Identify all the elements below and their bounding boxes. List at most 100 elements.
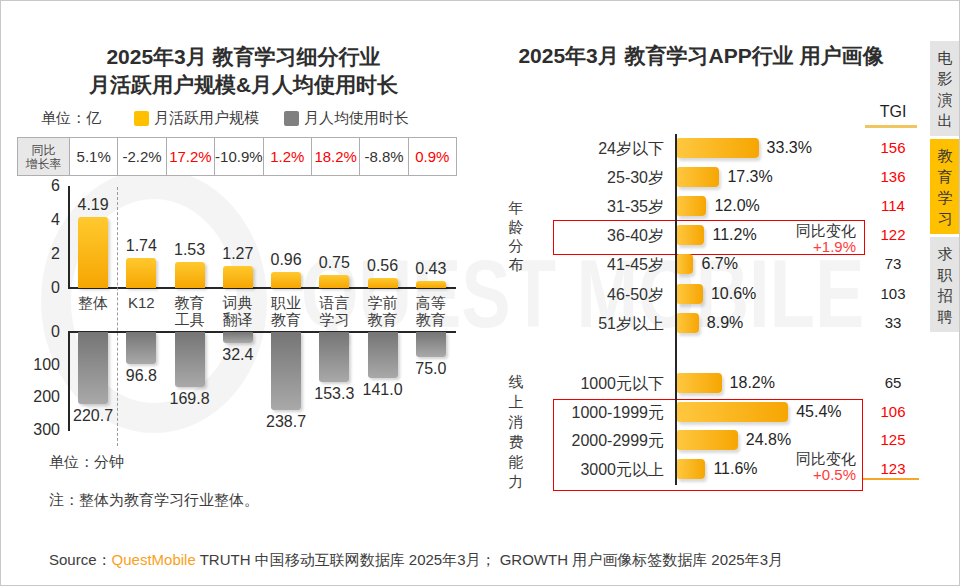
demo-row-label: 46-50岁: [501, 285, 664, 306]
demo-bar-value: 6.7%: [701, 255, 737, 273]
mau-bar: [223, 266, 253, 288]
duration-bar-value: 75.0: [399, 360, 463, 378]
demo-tgi-value: 73: [861, 255, 925, 272]
unit-label-bottom: 单位：分钟: [49, 453, 124, 472]
mau-bar: [416, 281, 446, 288]
footnote: 注：整体为教育学习行业整体。: [49, 491, 259, 510]
yoy-growth-value: -10.9%: [215, 138, 264, 175]
duration-bar: [126, 332, 156, 364]
yoy-growth-table: 同比增长率 5.1%-2.2%17.2%-10.9%1.2%18.2%-8.8%…: [17, 137, 457, 176]
legend-swatch-duration: [284, 111, 299, 126]
demo-tgi-value: 122: [861, 226, 925, 243]
unit-label-top: 单位：亿: [41, 109, 101, 128]
source-rest: TRUTH 中国移动互联网数据库 2025年3月； GROWTH 用户画像标签数…: [196, 551, 783, 568]
source-prefix: Source：: [49, 551, 112, 568]
left-chart-title-line2: 月活跃用户规模&月人均使用时长: [6, 71, 481, 99]
demo-bar: [677, 138, 759, 158]
demo-bar: [677, 284, 703, 304]
mau-axis-tick: 2: [30, 245, 60, 263]
yoy-growth-value: 1.2%: [264, 138, 312, 175]
side-tab[interactable]: 教育学习: [930, 139, 960, 234]
demo-bar-value: 17.3%: [727, 168, 772, 186]
yoy-header-line1: 同比: [32, 143, 56, 157]
yoy-growth-header: 同比增长率: [18, 138, 70, 175]
demo-tgi-value: 136: [861, 168, 925, 185]
mau-bar-value: 0.43: [401, 260, 461, 278]
duration-axis-tick: 200: [16, 388, 60, 406]
demo-bar: [677, 196, 706, 216]
category-label: 职业教育: [260, 294, 312, 328]
legend-label-mau: 月活跃用户规模: [154, 109, 259, 128]
duration-bar: [175, 332, 205, 387]
demo-bar: [677, 430, 738, 450]
duration-bar-value: 220.7: [61, 407, 125, 425]
demo-tgi-value: 33: [861, 314, 925, 331]
demo-bar: [677, 313, 699, 333]
duration-bar: [271, 332, 301, 410]
duration-bar-value: 32.4: [206, 346, 270, 364]
yoy-growth-value: 0.9%: [409, 138, 456, 175]
side-tab[interactable]: 电影演出: [930, 41, 960, 136]
demo-tgi-value: 125: [861, 431, 925, 448]
mau-bar: [175, 262, 205, 288]
demo-bar: [677, 254, 693, 274]
demo-bar-value: 11.2%: [712, 226, 756, 244]
demo-row-label: 1000元以下: [501, 374, 664, 395]
tgi-bottom-underline: [863, 478, 919, 480]
yoy-growth-value: 5.1%: [70, 138, 118, 175]
mau-axis-tick: 0: [30, 279, 60, 297]
yoy-growth-value: -2.2%: [118, 138, 166, 175]
mau-bar: [126, 258, 156, 288]
duration-bar-value: 169.8: [158, 390, 222, 408]
demo-tgi-value: 106: [861, 403, 925, 420]
demo-bar-value: 18.2%: [730, 374, 775, 392]
tgi-column-header: TGI: [861, 103, 925, 121]
duration-bar: [368, 332, 398, 378]
yoy-growth-value: 18.2%: [312, 138, 360, 175]
questmobile-report-page: QUEST MOBILE 2025年3月 教育学习细分行业 月活跃用户规模&月人…: [0, 0, 960, 586]
demo-bar-value: 33.3%: [767, 139, 812, 157]
right-chart-title: 2025年3月 教育学习APP行业 用户画像: [471, 42, 931, 70]
duration-bar-value: 96.8: [109, 367, 173, 385]
demo-tgi-value: 103: [861, 285, 925, 302]
duration-axis-tick: 0: [16, 323, 60, 341]
demo-tgi-value: 156: [861, 139, 925, 156]
yoy-header-line2: 增长率: [26, 157, 62, 171]
demo-row-label: 1000-1999元: [501, 403, 664, 424]
mau-bar: [368, 278, 398, 288]
demo-bar: [677, 167, 719, 187]
source-line: Source：QuestMobile TRUTH 中国移动互联网数据库 2025…: [49, 551, 783, 570]
duration-axis-tick: 100: [16, 356, 60, 374]
category-label: 学前教育: [357, 294, 409, 328]
demo-row-label: 36-40岁: [501, 226, 664, 247]
mau-axis-tick: 6: [30, 177, 60, 195]
duration-axis-tick: 300: [16, 421, 60, 439]
demo-bar: [677, 459, 705, 479]
mau-bar: [78, 217, 108, 288]
mau-bar: [271, 272, 301, 288]
tgi-header-underline: [865, 125, 917, 128]
category-label: 词典翻译: [212, 294, 264, 328]
duration-bar: [78, 332, 108, 404]
demo-bar-value: 12.0%: [714, 197, 759, 215]
mau-bar-value: 4.19: [63, 196, 123, 214]
duration-bar-value: 238.7: [254, 413, 318, 431]
demo-row-label: 24岁以下: [501, 139, 664, 160]
demo-bar: [677, 225, 704, 245]
legend-label-duration: 月人均使用时长: [304, 109, 409, 128]
category-label: 语言学习: [308, 294, 360, 328]
demo-row-label: 3000元以上: [501, 460, 664, 481]
demo-row-label: 51岁以上: [501, 314, 664, 335]
duration-bar-value: 141.0: [351, 381, 415, 399]
demo-bar-value: 10.6%: [711, 285, 756, 303]
side-tab[interactable]: 求职招聘: [930, 237, 960, 332]
category-label: 教育工具: [164, 294, 216, 328]
demo-bar: [677, 402, 788, 422]
demo-bar: [677, 373, 722, 393]
yoy-growth-value: -8.8%: [360, 138, 408, 175]
category-label: K12: [115, 294, 167, 311]
mau-bar: [319, 275, 349, 288]
duration-bar: [223, 332, 253, 343]
legend-item-duration: 月人均使用时长: [284, 109, 409, 128]
duration-bar: [319, 332, 349, 382]
